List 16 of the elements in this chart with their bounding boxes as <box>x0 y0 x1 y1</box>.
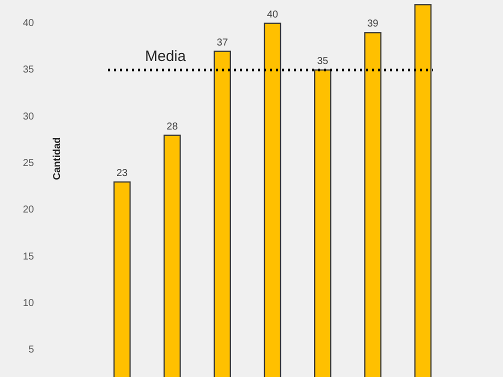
y-tick-label: 30 <box>22 111 34 122</box>
y-tick-label: 40 <box>22 18 34 29</box>
y-tick-label: 10 <box>22 298 34 309</box>
data-label: 39 <box>367 18 379 30</box>
y-tick-label: 20 <box>22 204 34 216</box>
y-tick-label: 5 <box>28 344 34 356</box>
data-label: 40 <box>266 9 278 20</box>
data-label: 37 <box>216 37 228 48</box>
y-tick-label: 15 <box>22 251 34 262</box>
y-axis-title: Cantidad <box>52 137 63 180</box>
y-tick-label: 25 <box>22 158 34 169</box>
ref-line-label: Media <box>145 48 187 65</box>
data-label: 23 <box>116 168 128 179</box>
data-label: 28 <box>166 121 178 132</box>
y-tick-label: 35 <box>22 64 34 76</box>
data-label: 35 <box>317 56 329 67</box>
